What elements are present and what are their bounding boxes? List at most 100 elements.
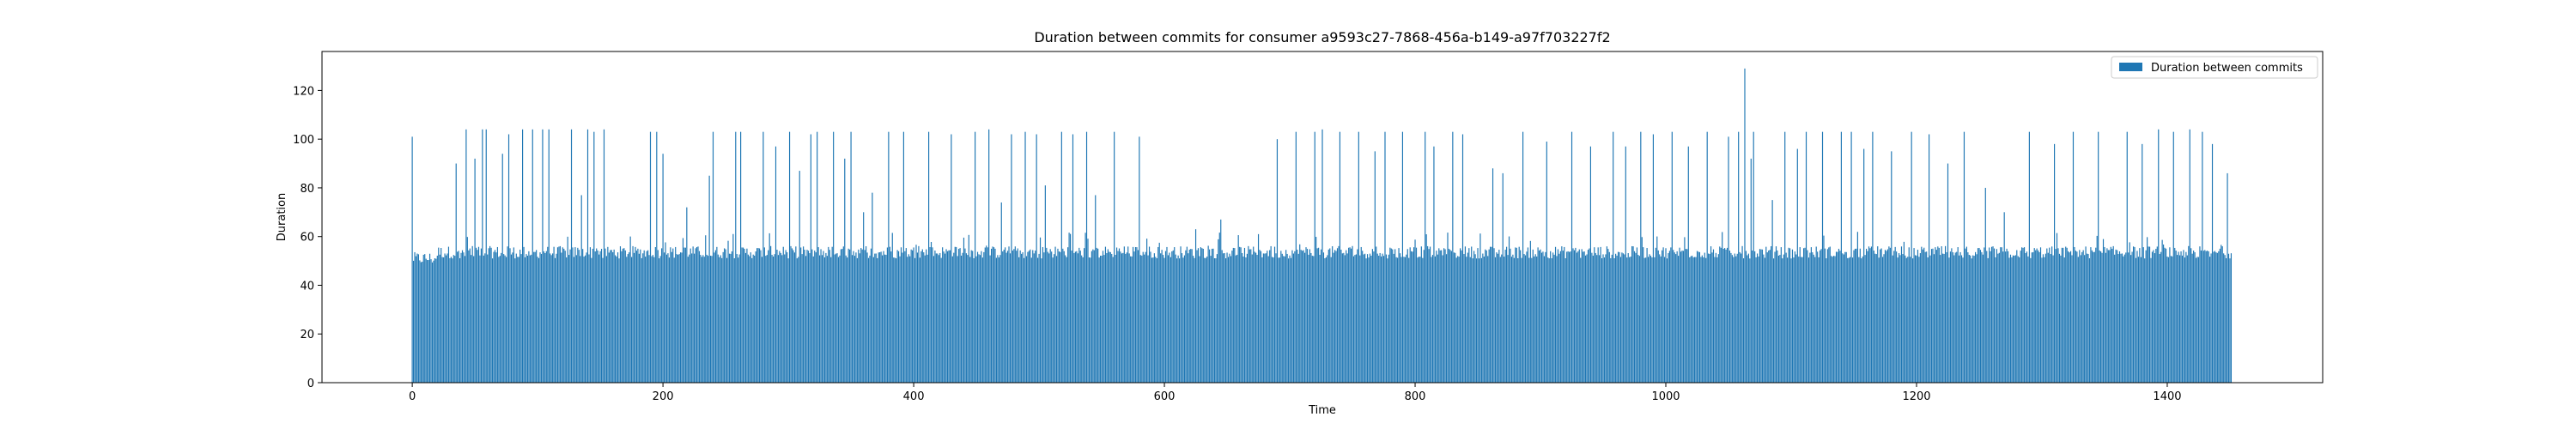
bar (1115, 255, 1116, 383)
bar (1002, 251, 1004, 383)
bar (1011, 134, 1012, 383)
bar (782, 246, 784, 383)
bar (1763, 254, 1765, 383)
bar (1610, 257, 1612, 383)
bar (1107, 249, 1109, 383)
bar (1700, 257, 1702, 383)
bar (2180, 251, 2182, 383)
bar (930, 241, 933, 383)
bar (1891, 151, 1893, 383)
bar (1979, 250, 1982, 383)
bar (1701, 255, 1703, 383)
bar (1681, 251, 1683, 383)
bar (1409, 247, 1411, 383)
bar (687, 257, 689, 383)
bar (2178, 251, 2179, 383)
bar (2167, 257, 2170, 383)
bar (1780, 247, 1782, 383)
bar (2155, 248, 2157, 383)
bar (1540, 252, 1543, 383)
bar (2061, 247, 2063, 383)
bar (2017, 256, 2019, 383)
bar (1646, 247, 1648, 383)
bar (828, 246, 829, 383)
bar (1275, 253, 1277, 383)
bar (1406, 249, 1408, 383)
bar (1019, 250, 1021, 383)
bar (1021, 253, 1023, 383)
bar (2215, 252, 2217, 383)
bar (716, 246, 718, 383)
bar (1411, 251, 1413, 383)
bar (1000, 202, 1002, 383)
bar (1422, 257, 1424, 383)
bar (812, 256, 814, 383)
bar (1992, 246, 1994, 383)
bar (1747, 253, 1749, 383)
bar (899, 256, 901, 383)
bar (1889, 247, 1891, 383)
bar (1957, 247, 1959, 383)
bar (1158, 242, 1160, 383)
bar (1225, 258, 1227, 383)
bar (890, 251, 892, 383)
bar (645, 257, 647, 383)
bar (1145, 251, 1146, 383)
bar (1297, 253, 1299, 383)
bar (2041, 257, 2043, 383)
bar (1291, 250, 1293, 383)
bar (1868, 246, 1870, 383)
x-tick-label: 1000 (1651, 390, 1680, 403)
bar (417, 254, 419, 383)
bar (1248, 245, 1249, 383)
bar (1288, 258, 1290, 383)
bar (1513, 257, 1515, 383)
bar (1796, 148, 1798, 383)
bar (1493, 248, 1495, 383)
bar (2161, 239, 2163, 383)
bar (1624, 254, 1625, 383)
bar (1240, 247, 1242, 383)
bar (1441, 250, 1443, 383)
bar (2005, 251, 2007, 383)
bar (1942, 253, 1944, 383)
bar (1559, 251, 1561, 383)
bar (444, 253, 446, 383)
bar (532, 129, 533, 383)
bar (1398, 248, 1400, 383)
bar (910, 249, 912, 383)
bar (1445, 254, 1448, 383)
bar (696, 246, 698, 383)
bar (1946, 251, 1947, 383)
bar (1142, 251, 1144, 383)
bar (993, 247, 995, 383)
bar (945, 249, 947, 383)
bar (1869, 248, 1871, 383)
bar (2137, 257, 2139, 383)
bar (1046, 247, 1048, 383)
bar (717, 254, 719, 383)
bar (1365, 258, 1367, 383)
bar (583, 257, 585, 383)
bar (927, 254, 928, 383)
bar (1166, 246, 1168, 383)
bar (631, 257, 633, 383)
bar (523, 246, 525, 383)
bar (1364, 253, 1366, 383)
bar (553, 246, 555, 383)
bar (886, 247, 888, 383)
bar (839, 255, 841, 383)
bar (814, 251, 816, 383)
bar (1687, 146, 1689, 383)
bar (1995, 257, 1996, 383)
bar (1641, 237, 1643, 383)
bar (1787, 257, 1789, 383)
bar (1635, 252, 1637, 383)
bar (1072, 134, 1074, 383)
bar (1024, 131, 1026, 383)
bar (440, 248, 442, 383)
bar (1982, 254, 1984, 383)
bar (1200, 247, 1201, 383)
bar (2036, 248, 2038, 383)
bar (1151, 257, 1153, 383)
